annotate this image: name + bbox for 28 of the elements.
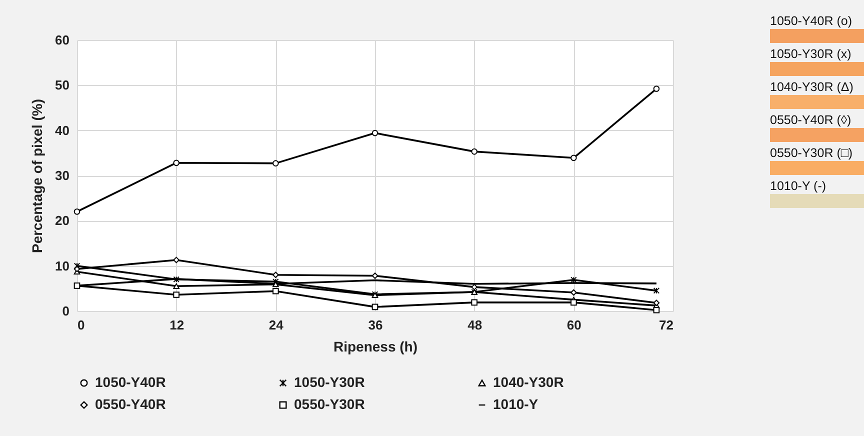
y-tick-label: 40: [55, 122, 70, 138]
legend-label: 1050-Y30R: [294, 374, 365, 390]
legend-label: 1040-Y30R: [493, 374, 564, 390]
y-tick-label: 60: [55, 32, 70, 48]
x-tick-label: 60: [566, 318, 582, 332]
x-tick-label: 0: [78, 318, 85, 332]
x-tick-label: 12: [170, 318, 184, 332]
y-tick-label: 10: [55, 258, 70, 274]
text: 0550-Y40R (◊): [770, 113, 852, 128]
text: 1040-Y30R (Δ): [770, 80, 854, 95]
y-tick-label: 20: [55, 213, 70, 228]
text: 1050-Y40R (o): [770, 14, 853, 29]
x-tick-label: 48: [468, 318, 482, 332]
text: 1050-Y30R (x): [770, 47, 852, 62]
x-tick-label: 24: [268, 318, 284, 332]
x-tick-label: 36: [368, 318, 383, 332]
legend-label: 1010-Y: [493, 396, 539, 412]
y-tick-label: 0: [62, 304, 70, 318]
text: 1010-Y (-): [770, 179, 828, 194]
y-axis-title: Percentage of pixel (%): [29, 98, 46, 254]
x-axis-title: Ripeness (h): [333, 338, 418, 354]
legend-label: 0550-Y30R: [294, 396, 365, 412]
y-tick-label: 30: [55, 168, 70, 183]
x-tick-label: 72: [659, 318, 674, 332]
text: 0550-Y30R (□): [770, 146, 854, 161]
legend-label: 1050-Y40R: [95, 374, 166, 390]
y-tick-label: 50: [55, 78, 70, 93]
legend-label: 0550-Y40R: [95, 396, 166, 412]
